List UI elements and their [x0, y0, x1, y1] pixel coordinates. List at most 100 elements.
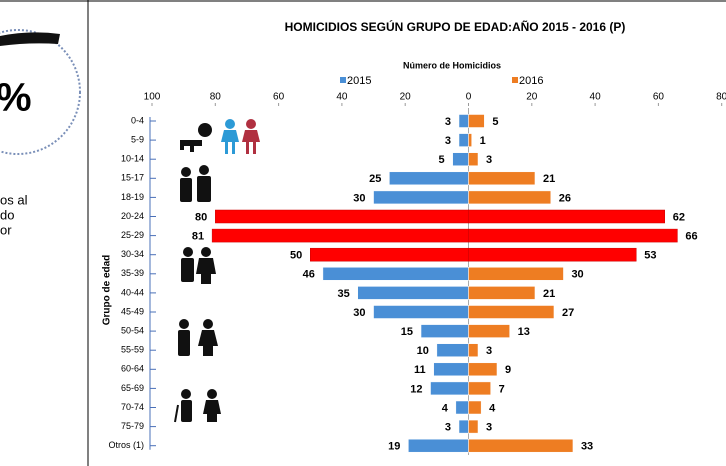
x-tick-label: 20	[526, 92, 538, 103]
x-tick-label: 80	[210, 92, 222, 103]
x-tick-label: 100	[144, 92, 161, 103]
axis-title: Número de Homicidios	[403, 60, 501, 70]
bar	[468, 267, 564, 281]
bar	[373, 190, 469, 205]
bar	[455, 400, 469, 415]
bar	[468, 419, 479, 434]
bar	[373, 305, 469, 319]
bar	[468, 209, 665, 224]
y-tick-label: 60-64	[121, 364, 144, 374]
bar	[458, 419, 469, 434]
y-tick-label: 30-34	[121, 249, 144, 259]
data-label: 3	[486, 345, 492, 357]
data-label: 66	[685, 231, 697, 243]
bar	[458, 114, 469, 128]
bar	[215, 209, 469, 224]
data-label: 62	[673, 211, 685, 223]
data-label: 7	[499, 383, 505, 395]
data-label: 3	[486, 422, 492, 434]
bar	[468, 190, 552, 205]
panel-text: os al	[0, 192, 28, 207]
data-label: 25	[369, 173, 381, 185]
bar	[420, 324, 469, 338]
bar	[468, 247, 637, 262]
data-label: 26	[559, 192, 571, 204]
data-label: 30	[353, 307, 365, 319]
x-tick-label: 60	[653, 92, 665, 103]
data-label: 3	[445, 422, 451, 434]
bar	[452, 152, 469, 166]
legend-swatch	[340, 77, 346, 83]
y-tick-label: 50-54	[121, 325, 144, 335]
data-label: 15	[401, 326, 413, 338]
data-label: 27	[562, 307, 574, 319]
bar	[468, 171, 536, 186]
data-label: 9	[505, 364, 511, 376]
data-label: 33	[581, 441, 593, 453]
bar	[468, 133, 472, 147]
bar	[322, 267, 469, 281]
bar	[468, 438, 574, 453]
y-tick-label: 45-49	[121, 306, 144, 316]
y-tick-label: 75-79	[121, 421, 144, 431]
bar	[433, 362, 469, 377]
bar	[430, 381, 469, 396]
bar	[468, 114, 485, 128]
legend-swatch	[512, 77, 518, 83]
y-tick-label: 55-59	[121, 345, 144, 355]
y-tick-label: 15-17	[121, 173, 144, 183]
data-label: 11	[414, 364, 426, 376]
x-tick-label: 40	[590, 92, 602, 103]
chart-title: HOMICIDIOS SEGÚN GRUPO DE EDAD:AÑO 2015 …	[285, 19, 626, 34]
legend-label: 2015	[347, 75, 371, 87]
data-label: 30	[571, 269, 583, 281]
data-label: 30	[353, 192, 365, 204]
bar	[389, 171, 469, 186]
x-tick-label: 0	[466, 92, 472, 103]
y-tick-label: 35-39	[121, 268, 144, 278]
data-label: 50	[290, 250, 302, 262]
x-tick-label: 40	[336, 92, 348, 103]
icons	[174, 119, 260, 423]
data-label: 1	[480, 135, 486, 147]
bar	[468, 343, 479, 357]
y-tick-label: 10-14	[121, 154, 144, 164]
bar	[468, 152, 479, 166]
bar	[468, 362, 498, 377]
data-label: 3	[445, 135, 451, 147]
bar	[468, 305, 555, 319]
data-label: 80	[195, 211, 207, 223]
y-tick-label: Otros (1)	[108, 440, 144, 450]
y-tick-label: 65-69	[121, 383, 144, 393]
y-tick-label: 0-4	[131, 115, 144, 125]
x-tick-label: 20	[400, 92, 412, 103]
data-label: 5	[492, 116, 498, 128]
x-tick-label: 80	[716, 92, 726, 103]
data-label: 53	[644, 250, 656, 262]
data-label: 3	[445, 116, 451, 128]
bar	[468, 286, 536, 300]
bar	[408, 438, 469, 453]
panel-text: do	[0, 207, 14, 222]
bar	[468, 228, 678, 243]
data-label: 81	[192, 231, 204, 243]
bar	[468, 400, 482, 415]
y-tick-label: 5-9	[131, 134, 144, 144]
black-mark	[0, 32, 60, 46]
bar	[357, 286, 469, 300]
y-tick-label: 40-44	[121, 287, 144, 297]
y-tick-label: 18-19	[121, 192, 144, 202]
legend-label: 2016	[519, 75, 543, 87]
bar	[458, 133, 469, 147]
data-label: 5	[439, 154, 445, 166]
y-tick-label: 25-29	[121, 230, 144, 240]
data-label: 3	[486, 154, 492, 166]
bar	[436, 343, 469, 357]
y-tick-label: 20-24	[121, 211, 144, 221]
bar	[310, 247, 469, 262]
data-label: 12	[410, 383, 422, 395]
data-label: 13	[518, 326, 530, 338]
bar	[468, 381, 491, 396]
data-label: 35	[337, 288, 349, 300]
